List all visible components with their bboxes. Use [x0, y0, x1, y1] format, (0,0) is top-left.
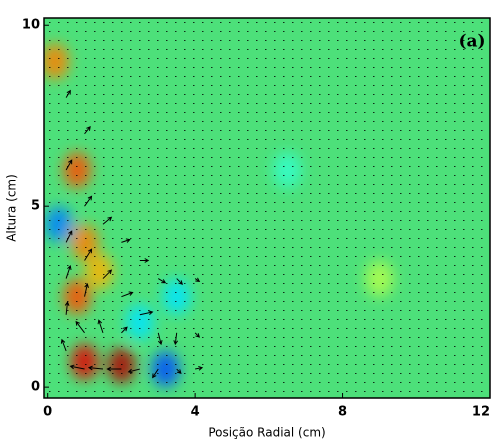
- vector-arrow: [194, 332, 201, 338]
- vector-arrow: [157, 332, 163, 346]
- vector-arrow: [106, 366, 122, 372]
- vector-arrow: [64, 301, 70, 315]
- vector-arrow: [65, 264, 72, 279]
- vector-arrow: [121, 291, 134, 298]
- annotation: (a): [458, 32, 485, 52]
- vector-arrow: [75, 320, 85, 334]
- vector-arrow: [60, 338, 67, 352]
- y-tick-label: 0: [31, 380, 40, 395]
- vector-arrow: [158, 278, 167, 284]
- x-tick-label: 12: [472, 405, 490, 420]
- y-axis-label: Altura (cm): [5, 174, 19, 242]
- y-tick-label: 5: [31, 199, 40, 214]
- vector-arrow: [84, 248, 93, 261]
- vector-arrow: [102, 216, 113, 225]
- vector-arrow: [84, 283, 89, 297]
- vector-arrow: [194, 277, 201, 282]
- vector-arrow: [121, 326, 128, 334]
- vector-arrow: [84, 125, 91, 135]
- vector-arrow: [65, 159, 73, 171]
- x-tick-label: 4: [191, 405, 200, 420]
- vector-arrow: [65, 89, 71, 98]
- vector-texture: [44, 18, 490, 398]
- frame: [43, 17, 491, 399]
- vector-arrow: [127, 368, 140, 374]
- vector-arrow: [176, 368, 182, 374]
- x-tick-label: 0: [43, 405, 52, 420]
- vector-arrow: [65, 230, 73, 243]
- vector-arrow: [173, 332, 179, 346]
- plot-area: [44, 18, 490, 398]
- vector-arrow: [152, 368, 159, 379]
- vector-arrow: [69, 364, 85, 370]
- vector-arrow: [87, 365, 104, 371]
- vector-arrow: [97, 319, 104, 334]
- x-tick-label: 8: [338, 405, 347, 420]
- vector-arrow: [195, 365, 204, 371]
- vector-arrow: [139, 258, 150, 263]
- vector-arrow: [176, 278, 184, 285]
- vector-arrow: [102, 269, 113, 279]
- y-tick-label: 10: [22, 18, 40, 33]
- vector-arrow: [84, 195, 93, 207]
- vector-arrow: [121, 238, 131, 243]
- vector-arrow: [139, 310, 154, 316]
- x-axis-label: Posição Radial (cm): [208, 426, 325, 440]
